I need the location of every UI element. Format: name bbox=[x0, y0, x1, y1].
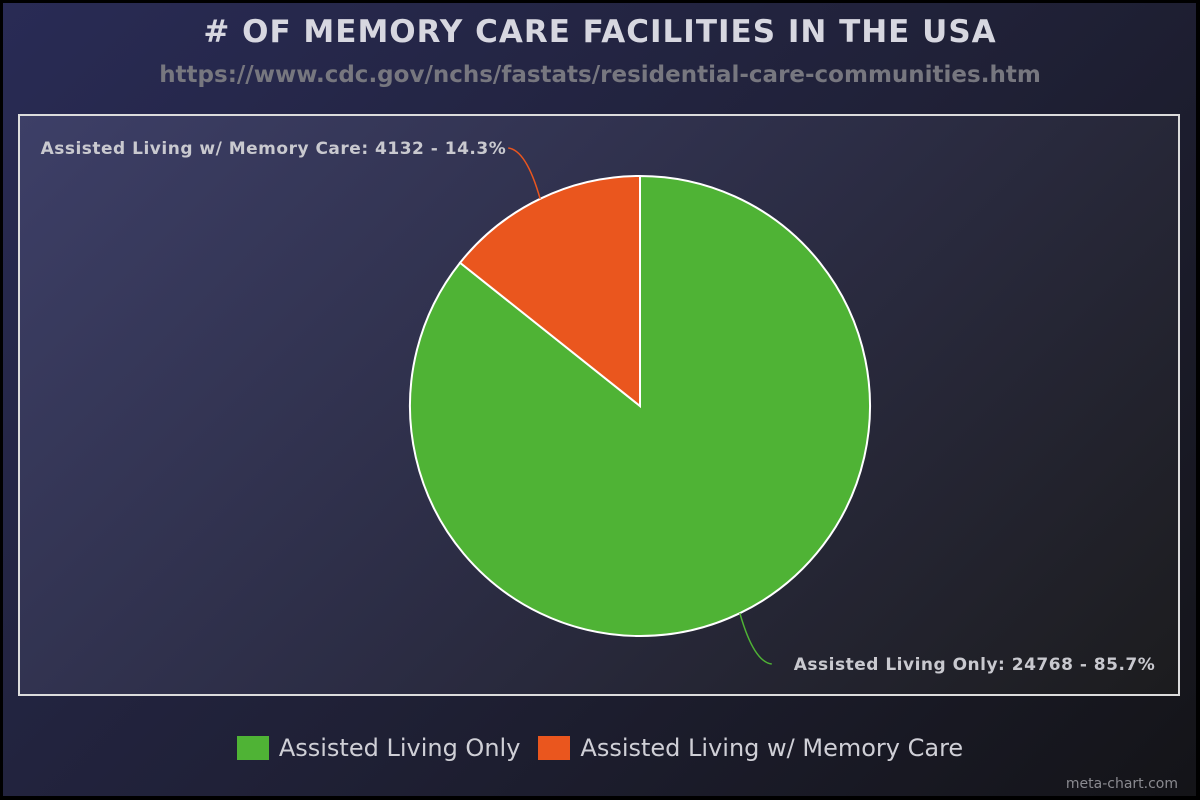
chart-title: # OF MEMORY CARE FACILITIES IN THE USA bbox=[203, 14, 997, 50]
legend-label-memory-care: Assisted Living w/ Memory Care bbox=[580, 734, 964, 762]
legend-item-memory-care[interactable]: Assisted Living w/ Memory Care bbox=[538, 734, 963, 762]
chart-subtitle: https://www.cdc.gov/nchs/fastats/residen… bbox=[159, 62, 1041, 88]
legend-item-assisted-living-only[interactable]: Assisted Living Only bbox=[236, 734, 521, 762]
pie-slice-memory-care[interactable] bbox=[458, 174, 641, 409]
legend-swatch-assisted-living-only bbox=[236, 736, 269, 760]
credit-text: meta-chart.com bbox=[1065, 776, 1178, 792]
data-label-assisted-living-only: Assisted Living Only: 24768 - 85.7% bbox=[794, 655, 1156, 675]
legend: Assisted Living Only Assisted Living w/ … bbox=[0, 732, 1200, 764]
leader-line-assisted-living-only bbox=[739, 612, 772, 665]
plot-area: Assisted Living Only: 24768 - 85.7% Assis… bbox=[18, 114, 1180, 696]
data-label-memory-care: Assisted Living w/ Memory Care: 4132 - 1… bbox=[41, 139, 507, 159]
leader-line-memory-care bbox=[508, 147, 541, 200]
legend-swatch-memory-care bbox=[538, 736, 571, 760]
pie-chart: Assisted Living Only: 24768 - 85.7% Assis… bbox=[41, 139, 1156, 675]
legend-label-assisted-living-only: Assisted Living Only bbox=[278, 734, 521, 762]
